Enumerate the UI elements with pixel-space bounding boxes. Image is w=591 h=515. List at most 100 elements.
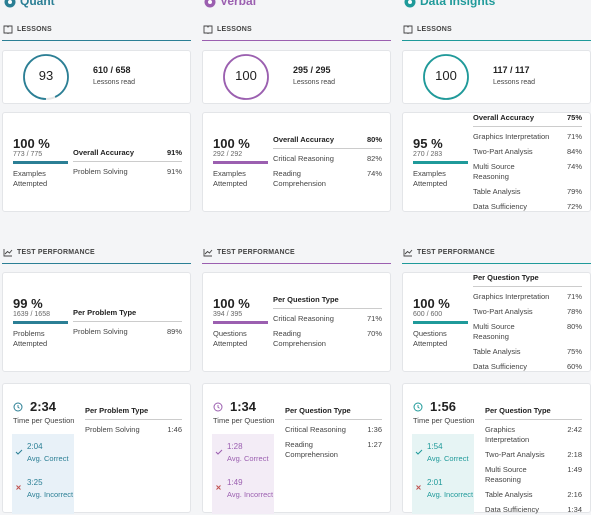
heading-text: Overall Accuracy <box>473 112 535 122</box>
avg-incorrect-label: Avg. Incorrect <box>227 490 274 499</box>
row-name: Data Sufficiency <box>473 361 528 371</box>
correct-icon <box>215 449 223 455</box>
summary: 95 % 270 / 283 Examples Attempted <box>413 113 471 211</box>
avg-incorrect-value: 1:49 <box>227 478 243 487</box>
breakdown-heading: Per Question Type <box>473 273 582 287</box>
row-value: 70% <box>366 329 382 338</box>
row-name: Problem Solving <box>85 425 140 434</box>
breakdown: Per Question Type Critical Reasoning 71% Re… <box>273 273 382 371</box>
heading-text: Overall Accuracy <box>273 135 335 144</box>
row-value: 2:18 <box>567 450 582 459</box>
breakdown-row: Table Analysis 2:16 <box>485 490 582 500</box>
count: 394 / 395 <box>213 310 243 318</box>
row-name: Multi Source Reasoning <box>473 321 515 341</box>
breakdown: Per Question Type Graphics Interpretation… <box>473 273 582 371</box>
summary: 100 % 773 / 775 Examples Attempted <box>13 113 71 211</box>
time-value: 2:34 <box>30 399 57 414</box>
progress-bar <box>413 320 468 324</box>
correct-icon <box>15 449 23 455</box>
progress-arc <box>223 54 269 100</box>
book-icon <box>3 25 13 34</box>
lessons-read: 610 / 658 <box>93 65 131 75</box>
breakdown: Per Question Type Critical Reasoning 1:36 R… <box>285 406 382 460</box>
breakdown-heading: Overall Accuracy 75% <box>473 113 582 127</box>
row-name: Graphics Interpretation <box>485 425 530 444</box>
time-card: 2:34 Time per Question 2:04 Avg. Correct 3:2… <box>2 383 191 514</box>
section-title: Quant <box>20 0 55 8</box>
accuracy-card: 100 % 773 / 775 Examples Attempted Overall … <box>2 112 191 212</box>
count: 270 / 283 <box>413 150 443 158</box>
breakdown-row: Two-Part Analysis 78% <box>473 307 582 317</box>
breakdown-heading: Per Question Type <box>485 406 582 420</box>
count: 292 / 292 <box>213 150 243 158</box>
row-value: 89% <box>166 326 182 336</box>
time-value: 1:34 <box>230 399 257 414</box>
summary: 100 % 292 / 292 Examples Attempted <box>213 113 271 211</box>
row-name: Critical Reasoning <box>273 154 334 163</box>
time-label: Time per Question <box>213 416 275 425</box>
row-name: Two-Part Analysis <box>485 450 545 459</box>
breakdown-row: Graphics Interpretation 2:42 <box>485 425 582 445</box>
progress-arc <box>423 54 469 100</box>
chart-icon <box>3 249 13 257</box>
incorrect-icon <box>416 485 421 490</box>
row-name: Reading Comprehension <box>273 329 326 348</box>
divider <box>402 263 591 264</box>
avg-correct-label: Avg. Correct <box>27 454 69 463</box>
percent: 99 % <box>13 295 43 311</box>
progress-ring <box>223 54 269 100</box>
row-name: Table Analysis <box>473 346 521 356</box>
avg-box: 2:04 Avg. Correct 3:25 Avg. Incorrect <box>12 434 74 514</box>
breakdown-row: Critical Reasoning 71% <box>273 314 382 324</box>
row-name: Data Sufficiency <box>473 201 528 211</box>
attempted-label: Questions Attempted <box>413 328 448 348</box>
attempted-label: Examples Attempted <box>13 168 48 188</box>
progress-bar <box>13 160 68 164</box>
avg-correct-value: 2:04 <box>27 442 43 451</box>
row-name: Table Analysis <box>485 490 533 499</box>
time-card: 1:34 Time per Question 1:28 Avg. Correct 1:4… <box>202 383 391 514</box>
row-value: 1:34 <box>567 505 582 514</box>
avg-incorrect-value: 3:25 <box>27 478 43 487</box>
row-value: 60% <box>566 361 582 371</box>
correct-icon <box>415 449 423 455</box>
row-value: 1:46 <box>167 425 182 434</box>
row-name: Problem Solving <box>73 166 128 176</box>
breakdown-row: Data Sufficiency 60% <box>473 362 582 372</box>
breakdown: Per Problem Type Problem Solving 1:46 <box>85 406 182 435</box>
breakdown: Per Problem Type Problem Solving 89% <box>73 273 182 371</box>
progress-bar <box>213 320 268 324</box>
section-label: LESSONS <box>217 26 252 33</box>
row-name: Multi Source Reasoning <box>485 465 527 484</box>
test-card: 100 % 394 / 395 Questions Attempted Per Que… <box>202 272 391 372</box>
heading-text: Overall Accuracy <box>73 147 135 157</box>
divider <box>202 40 391 41</box>
avg-incorrect-value: 2:01 <box>427 478 443 487</box>
progress-bar <box>13 320 68 324</box>
row-value: 78% <box>566 306 582 316</box>
percent: 100 % <box>213 135 250 151</box>
breakdown-row: Table Analysis 79% <box>473 187 582 197</box>
progress-value: 93 <box>38 68 54 83</box>
row-name: Critical Reasoning <box>285 425 346 434</box>
progress-arc <box>23 54 69 100</box>
row-value: 1:27 <box>367 440 382 449</box>
row-name: Two-Part Analysis <box>473 146 533 156</box>
breakdown-row: Data Sufficiency 1:34 <box>485 505 582 515</box>
attempted-label: Problems Attempted <box>13 328 48 348</box>
column: Verbal LESSONS 100 295 / 295 Lessons read 100… <box>202 0 391 514</box>
row-value: 79% <box>566 186 582 196</box>
divider <box>402 40 591 41</box>
percent: 100 % <box>213 295 250 311</box>
section-icon <box>404 0 416 8</box>
section-label: LESSONS <box>17 26 52 33</box>
heading-value: 91% <box>166 147 182 157</box>
section-icon <box>204 0 216 8</box>
time-label: Time per Question <box>413 416 475 425</box>
row-value: 82% <box>366 154 382 163</box>
breakdown: Overall Accuracy 75% Graphics Interpretati… <box>473 113 582 211</box>
section-label: TEST PERFORMANCE <box>217 249 295 256</box>
avg-correct-label: Avg. Correct <box>427 454 469 463</box>
accuracy-card: 95 % 270 / 283 Examples Attempted Overall A… <box>402 112 591 212</box>
breakdown-row: Critical Reasoning 1:36 <box>285 425 382 435</box>
